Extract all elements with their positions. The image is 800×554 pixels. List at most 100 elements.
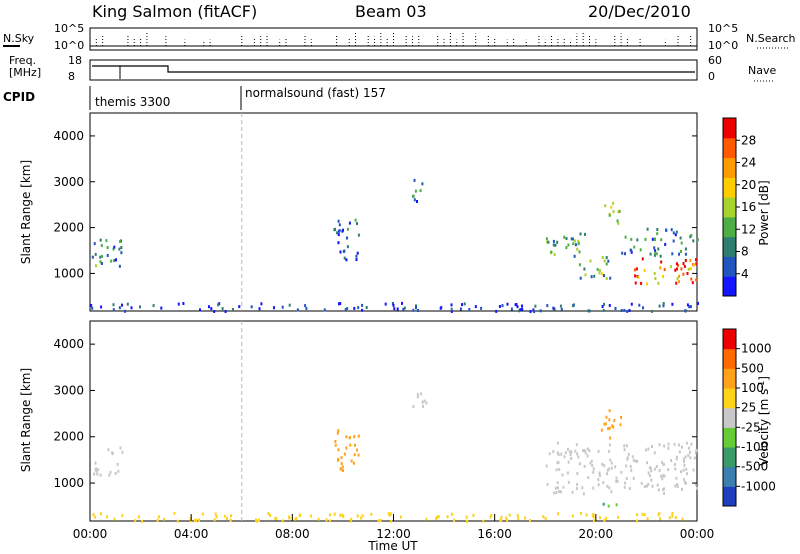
echo-cell [656, 483, 659, 487]
echo-cell [651, 445, 653, 448]
echo-cell [182, 302, 185, 305]
echo-cell [545, 464, 548, 468]
echo-cell [298, 514, 301, 518]
echo-cell [356, 222, 358, 226]
echo-cell [685, 481, 687, 485]
echo-cell [682, 457, 685, 461]
colorbar-swatch [723, 197, 736, 218]
echo-cell [569, 453, 572, 457]
colorbar-tick-label: 28 [741, 133, 756, 147]
echo-cell [630, 249, 633, 252]
echo-cell [498, 305, 501, 308]
echo-cell [570, 237, 573, 241]
echo-cell [662, 462, 665, 466]
power-colorbar-label: Power [dB] [757, 180, 771, 245]
echo-cell [605, 415, 608, 419]
echo-cell [601, 305, 604, 308]
echo-cell [340, 456, 343, 460]
echo-cell [510, 307, 513, 311]
echo-cell [659, 266, 662, 270]
echo-cell [680, 250, 682, 253]
y-tick-label: 1000 [53, 476, 84, 490]
echo-cell [564, 451, 567, 455]
echo-cell [91, 255, 94, 259]
freq-tick-bottom: 8 [68, 70, 75, 83]
echo-cell [349, 436, 351, 440]
echo-cell [613, 419, 616, 423]
echo-cell [353, 453, 356, 457]
echo-cell [92, 513, 95, 517]
colorbar-tick-label: 4 [741, 267, 749, 281]
echo-cell [690, 277, 693, 281]
echo-cell [659, 254, 662, 258]
echo-cell [649, 252, 652, 256]
echo-cell [213, 518, 216, 522]
echo-cell [414, 189, 417, 193]
echo-cell [118, 247, 121, 251]
echo-cell [671, 302, 674, 306]
echo-cell [562, 485, 565, 489]
echo-cell [587, 309, 590, 313]
echo-cell [683, 478, 686, 482]
echo-cell [604, 204, 607, 208]
echo-cell [468, 308, 471, 311]
echo-cell [680, 267, 683, 271]
echo-cell [346, 227, 349, 231]
colorbar-tick-label: 8 [741, 245, 749, 259]
echo-cell [647, 447, 650, 451]
echo-cell [459, 307, 462, 311]
colorbar-tick-label: -500 [741, 460, 768, 474]
echo-cell [97, 468, 100, 472]
echo-cell [450, 310, 453, 313]
echo-cell [556, 481, 559, 485]
echo-cell [675, 457, 678, 461]
echo-cell [660, 238, 663, 242]
echo-cell [337, 458, 340, 462]
colorbar-tick-label: 24 [741, 156, 756, 170]
freq-trace [92, 65, 695, 73]
echo-cell [193, 519, 196, 523]
echo-cell [361, 514, 364, 518]
echo-cell [607, 427, 610, 431]
echo-cell [682, 272, 685, 276]
echo-cell [605, 262, 608, 266]
colorbar-swatch [723, 447, 736, 468]
echo-cell [603, 518, 606, 522]
echo-cell [210, 307, 213, 311]
echo-cell [116, 462, 119, 466]
echo-cell [659, 517, 661, 521]
echo-cell [683, 460, 685, 464]
echo-cell [697, 301, 699, 305]
echo-cell [651, 237, 654, 241]
echo-cell [572, 242, 575, 246]
echo-cell [521, 304, 523, 308]
echo-cell [94, 252, 97, 256]
echo-cell [597, 449, 600, 453]
echo-cell [412, 194, 415, 198]
echo-cell [339, 302, 342, 305]
noise-tick-left-bottom: 10^0 [54, 39, 84, 52]
echo-cell [603, 422, 606, 426]
echo-cell [420, 392, 423, 396]
echo-cell [553, 307, 556, 311]
echo-cell [643, 268, 646, 272]
echo-cell [585, 513, 588, 517]
echo-cell [695, 449, 698, 453]
echo-cell [343, 452, 346, 456]
colorbar-swatch [723, 216, 736, 238]
echo-cell [603, 464, 606, 468]
echo-cell [336, 231, 339, 235]
echo-cell [624, 252, 626, 256]
echo-cell [105, 239, 108, 243]
echo-cell [545, 237, 548, 241]
power-echo-cells [90, 113, 699, 314]
echo-cell [557, 512, 559, 516]
echo-cell [329, 519, 332, 523]
echo-cell [357, 453, 360, 457]
echo-cell [647, 471, 650, 475]
echo-cell [646, 461, 648, 465]
echo-cell [696, 238, 699, 242]
echo-cell [573, 239, 576, 243]
echo-cell [213, 310, 216, 313]
echo-cell [501, 304, 504, 308]
